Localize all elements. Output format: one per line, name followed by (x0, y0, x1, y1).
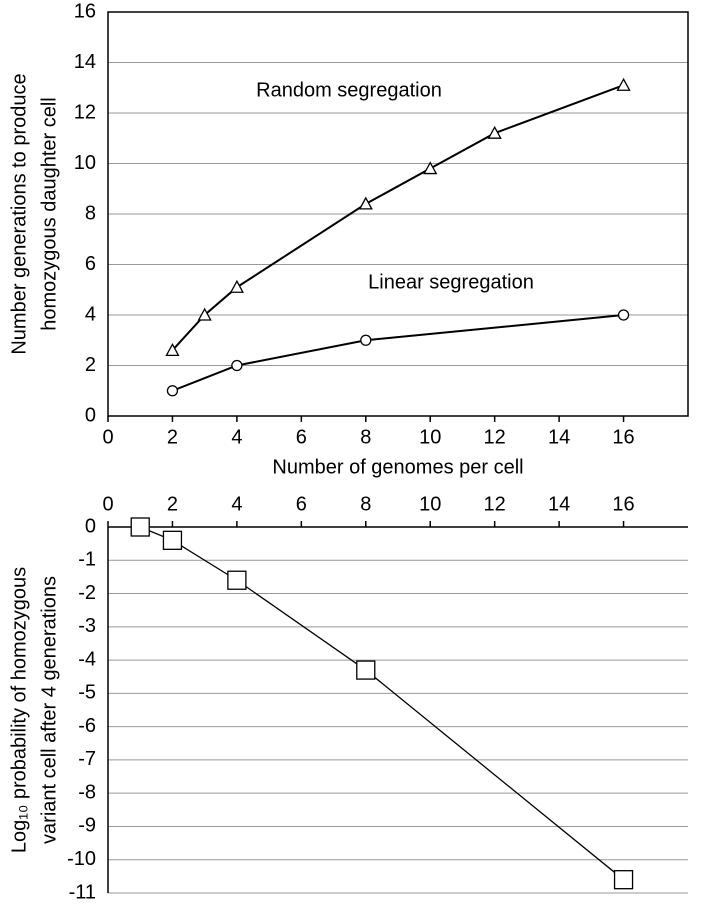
square-marker (356, 660, 376, 680)
square-marker (162, 530, 183, 550)
triangle-marker (197, 307, 212, 321)
y-tick-label: -9 (78, 815, 96, 837)
triangle-marker (616, 77, 631, 91)
y-tick-label: -7 (78, 748, 96, 770)
y-tick-label: -8 (78, 781, 96, 803)
triangle-marker (229, 279, 244, 293)
x-tick-label: 0 (102, 426, 113, 448)
x-tick-label: 12 (484, 493, 506, 515)
x-tick-label: 8 (360, 493, 371, 515)
x-tick-label: 16 (612, 426, 634, 448)
y-tick-label: 12 (74, 101, 96, 123)
x-tick-label: 2 (167, 493, 178, 515)
series-line (172, 314, 624, 392)
circle-marker (360, 334, 372, 346)
x-tick-label: 10 (419, 493, 441, 515)
y-tick-label: -11 (69, 881, 96, 903)
x-tick-label: 10 (419, 426, 441, 448)
x-tick-label: 6 (296, 426, 307, 448)
y-tick-label: 0 (85, 515, 96, 537)
x-tick-label: 6 (296, 493, 307, 515)
y-axis-title: Log₁₀ probability of homozygous (8, 567, 30, 853)
y-tick-label: 16 (74, 0, 96, 22)
y-tick-label: 6 (85, 253, 96, 275)
square-marker (227, 570, 247, 590)
y-tick-label: 2 (85, 354, 96, 376)
y-tick-label: 8 (85, 202, 96, 224)
y-tick-label: -10 (67, 848, 96, 870)
y-tick-label: -1 (78, 549, 96, 571)
x-tick-label: 12 (484, 426, 506, 448)
y-axis-title: Number generations to produce (8, 73, 30, 354)
y-tick-label: -3 (78, 615, 96, 637)
series-line (171, 84, 624, 352)
x-tick-label: 16 (612, 493, 634, 515)
y-tick-label: -2 (78, 582, 96, 604)
circle-marker (166, 385, 179, 397)
circle-marker (231, 359, 243, 372)
y-tick-label: 10 (74, 152, 96, 174)
x-axis-title: Number of genomes per cell (272, 456, 523, 478)
x-tick-label: 14 (548, 493, 570, 515)
series-label: Random segregation (256, 79, 442, 101)
y-tick-label: -4 (78, 648, 96, 670)
y-tick-label: -5 (78, 682, 96, 704)
y-axis-title: homozygous daughter cell (38, 97, 60, 330)
triangle-marker (165, 342, 180, 356)
y-tick-label: -6 (78, 715, 96, 737)
y-tick-label: 0 (85, 404, 96, 426)
square-marker (130, 517, 150, 537)
y-axis-title: variant cell after 4 generations (38, 576, 60, 844)
square-marker (613, 870, 634, 890)
circle-marker (617, 309, 630, 321)
plot-frame (107, 11, 689, 417)
triangle-marker (487, 125, 502, 139)
x-tick-label: 0 (102, 493, 113, 515)
x-tick-label: 4 (231, 426, 242, 448)
y-tick-label: 14 (74, 51, 96, 73)
triangle-marker (423, 161, 438, 175)
triangle-marker (358, 196, 373, 210)
y-tick-label: 4 (85, 303, 96, 325)
series-label: Linear segregation (368, 271, 534, 293)
x-tick-label: 14 (548, 426, 570, 448)
x-tick-label: 8 (360, 426, 371, 448)
x-tick-label: 4 (231, 493, 242, 515)
x-tick-label: 2 (167, 426, 178, 448)
